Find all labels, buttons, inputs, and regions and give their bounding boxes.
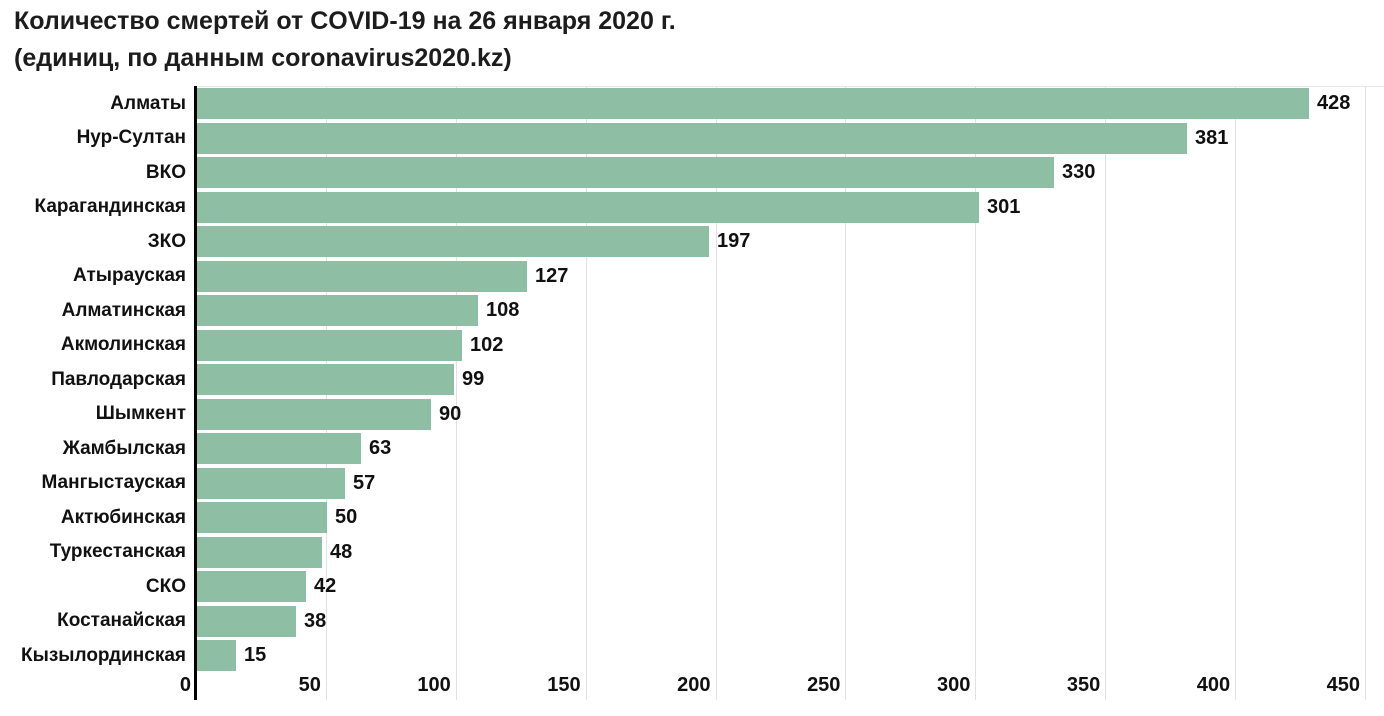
bar-value-label: 42 — [314, 575, 337, 597]
category-label: Карагандинская — [34, 196, 186, 217]
bar-row: Нур-Султан 381 — [0, 121, 1384, 156]
x-tick-label: 0 — [179, 674, 191, 696]
x-tick-label: 350 — [1066, 674, 1101, 696]
bar-row: ЗКО 197 — [0, 224, 1384, 259]
bar-row: Жамбылская 63 — [0, 431, 1384, 466]
bar-row: Шымкент 90 — [0, 397, 1384, 432]
bar — [197, 467, 345, 499]
bar — [197, 295, 478, 326]
bar-row: Актюбинская 50 — [0, 500, 1384, 535]
gridline-x-100 — [456, 86, 457, 700]
bar-row: Кызылординская 15 — [0, 638, 1384, 673]
bar-row: ВКО 330 — [0, 155, 1384, 190]
category-label: Алматы — [110, 92, 186, 114]
bar-row: Карагандинская 301 — [0, 190, 1384, 225]
x-tick-label: 450 — [1326, 674, 1360, 696]
category-label: Нур-Султан — [76, 127, 186, 148]
bar — [197, 364, 454, 395]
gridline-x-450 — [1365, 86, 1366, 700]
bar — [197, 640, 236, 671]
bar — [197, 260, 527, 292]
gridline-x-200 — [716, 86, 717, 700]
category-label: Жамбылская — [62, 437, 186, 459]
x-tick-label: 400 — [1196, 674, 1231, 696]
chart-subtitle: (единиц, по данным coronavirus2020.kz) — [14, 44, 512, 72]
x-tick-label: 150 — [547, 674, 581, 696]
category-label: Мангыстауская — [41, 472, 186, 493]
category-label: Шымкент — [95, 403, 186, 424]
bar-row: Туркестанская 48 — [0, 535, 1384, 570]
bar-row: Акмолинская 102 — [0, 328, 1384, 363]
gridline-x-300 — [975, 86, 976, 700]
bar — [197, 536, 322, 568]
category-label: Акмолинская — [60, 334, 186, 355]
bar — [197, 398, 431, 430]
plot-top-border — [194, 86, 1384, 87]
gridline-x-250 — [845, 86, 846, 700]
bar — [197, 226, 709, 257]
category-label: Актюбинская — [60, 506, 186, 528]
bar-value-label: 197 — [717, 230, 751, 252]
bar — [197, 122, 1187, 154]
chart-title: Количество смертей от COVID-19 на 26 янв… — [14, 7, 676, 35]
x-tick-label: 200 — [677, 674, 711, 696]
category-label: Алматинская — [61, 299, 186, 321]
x-tick-label: 50 — [298, 674, 321, 696]
title-block: Количество смертей от COVID-19 на 26 янв… — [14, 3, 676, 77]
bar — [197, 502, 327, 533]
category-label: Атырауская — [73, 265, 186, 286]
category-label: ЗКО — [147, 230, 186, 252]
bar-value-label: 428 — [1317, 92, 1351, 114]
x-tick-label: 100 — [417, 674, 451, 696]
category-label: СКО — [145, 575, 186, 597]
gridline-x-350 — [1105, 86, 1106, 700]
bar-value-label: 50 — [335, 506, 358, 528]
bar-value-label: 57 — [353, 471, 376, 494]
bar — [197, 191, 979, 223]
bar — [197, 329, 462, 361]
bar-value-label: 330 — [1062, 161, 1096, 183]
bar — [197, 433, 361, 464]
bar-value-label: 381 — [1195, 126, 1229, 149]
bar — [197, 571, 306, 602]
bar-value-label: 108 — [486, 299, 520, 321]
bar-row: Атырауская 127 — [0, 259, 1384, 294]
bar-row: Алматы 428 — [0, 86, 1384, 121]
gridline-x-150 — [586, 86, 587, 700]
bar-row: Мангыстауская 57 — [0, 466, 1384, 501]
x-tick-label: 250 — [807, 674, 841, 696]
category-label: Туркестанская — [49, 541, 186, 562]
bar-value-label: 301 — [987, 195, 1021, 218]
bar-value-label: 63 — [369, 437, 392, 459]
bar-value-label: 90 — [439, 402, 462, 425]
bar-value-label: 15 — [244, 644, 267, 666]
bar-value-label: 99 — [462, 368, 485, 390]
category-label: Павлодарская — [51, 368, 186, 390]
bar-row: СКО 42 — [0, 569, 1384, 604]
category-label: Костанайская — [57, 610, 186, 631]
bar-value-label: 38 — [304, 609, 327, 632]
bar-value-label: 127 — [535, 264, 569, 287]
bar-row: Алматинская 108 — [0, 293, 1384, 328]
x-tick-label: 300 — [936, 674, 971, 696]
bar-value-label: 102 — [470, 333, 504, 356]
bar-value-label: 48 — [330, 540, 353, 563]
bar — [197, 88, 1309, 119]
bar — [197, 157, 1054, 188]
gridline-x-400 — [1235, 86, 1236, 700]
bar — [197, 605, 296, 637]
category-label: Кызылординская — [21, 644, 186, 666]
bar-row: Павлодарская 99 — [0, 362, 1384, 397]
category-label: ВКО — [145, 161, 186, 183]
y-axis-line — [194, 86, 197, 700]
bar-row: Костанайская 38 — [0, 604, 1384, 639]
